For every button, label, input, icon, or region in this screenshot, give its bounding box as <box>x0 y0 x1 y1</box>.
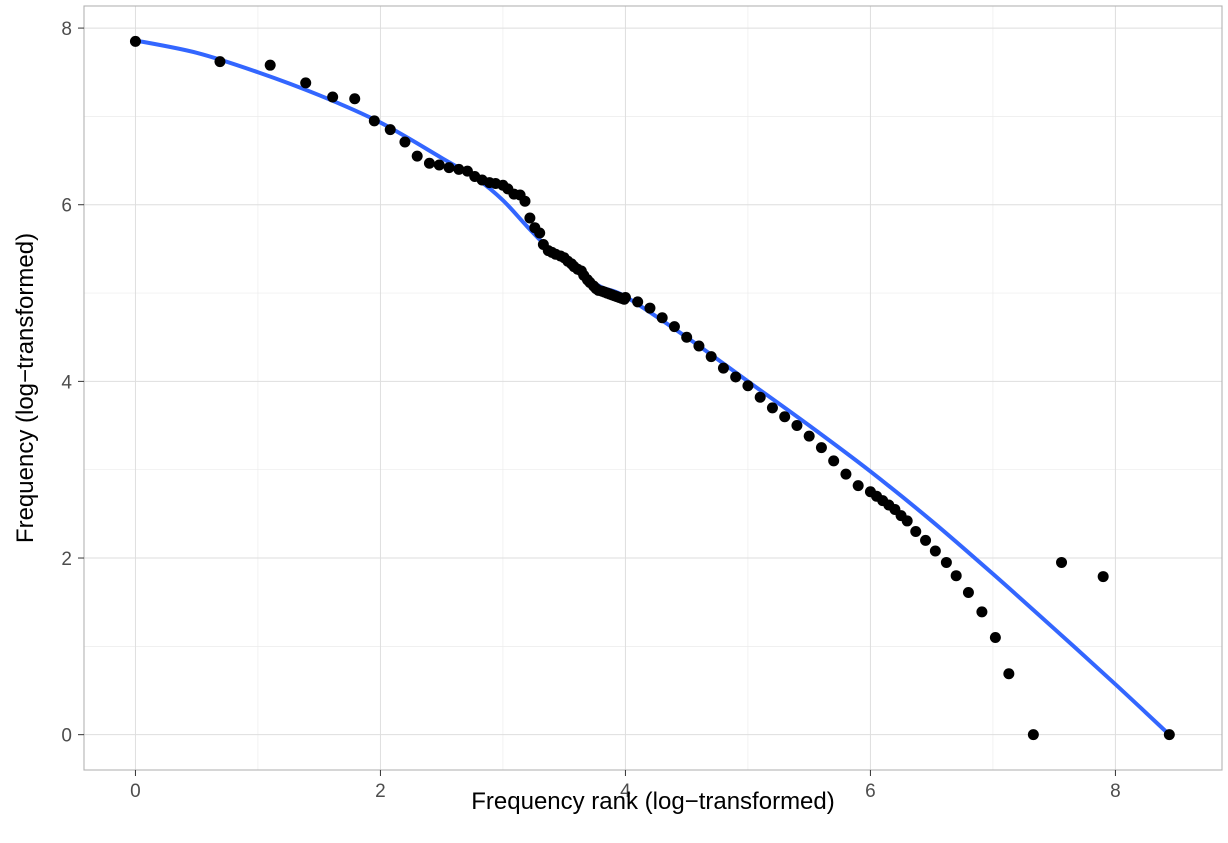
data-point <box>779 411 791 423</box>
data-point <box>214 56 226 68</box>
data-point <box>976 606 988 618</box>
data-point <box>730 371 742 383</box>
data-point <box>300 77 312 89</box>
points-layer <box>129 35 1175 741</box>
data-point <box>1003 668 1015 680</box>
data-point <box>1163 729 1175 741</box>
data-point <box>656 312 668 324</box>
data-point <box>754 391 766 403</box>
x-axis: 0 2 4 6 8 <box>130 770 1121 802</box>
data-point <box>524 212 536 224</box>
data-point <box>766 402 778 414</box>
data-point <box>619 291 631 303</box>
data-point <box>327 91 339 103</box>
plot-panel-border <box>83 5 1223 771</box>
data-point <box>910 526 922 538</box>
data-point <box>668 321 680 333</box>
x-tick-label: 2 <box>375 781 386 802</box>
data-point <box>920 534 932 546</box>
y-tick-label: 0 <box>61 726 72 747</box>
data-point <box>519 195 531 207</box>
y-axis: 0 2 4 6 8 <box>61 19 84 747</box>
data-point <box>1097 571 1109 583</box>
grid-layer <box>84 6 1222 770</box>
data-point <box>534 227 546 239</box>
data-point <box>693 340 705 352</box>
y-tick-label: 4 <box>61 372 72 393</box>
data-point <box>840 468 852 480</box>
data-point <box>828 455 840 467</box>
data-point <box>815 442 827 454</box>
data-point <box>742 380 754 392</box>
data-point <box>940 556 952 568</box>
y-tick-label: 8 <box>61 19 72 40</box>
y-tick-label: 2 <box>61 549 72 570</box>
data-point <box>962 586 974 598</box>
data-point <box>384 124 396 136</box>
data-point <box>705 351 717 363</box>
x-tick-label: 0 <box>130 781 141 802</box>
data-point <box>852 480 864 492</box>
data-point <box>901 515 913 527</box>
data-point <box>411 150 423 162</box>
data-point <box>717 362 729 374</box>
data-point <box>950 570 962 582</box>
y-axis-title: Frequency (log−transformed) <box>12 233 39 543</box>
data-point <box>443 162 455 174</box>
data-point <box>129 35 141 47</box>
data-point <box>264 59 276 71</box>
data-point <box>989 632 1001 644</box>
data-point <box>632 296 644 308</box>
data-point <box>399 136 411 148</box>
data-point <box>1056 556 1068 568</box>
y-tick-label: 6 <box>61 196 72 217</box>
data-point <box>349 93 361 105</box>
x-tick-label: 6 <box>865 781 876 802</box>
data-point <box>1027 729 1039 741</box>
x-axis-title: Frequency rank (log−transformed) <box>471 788 835 815</box>
data-point <box>433 159 445 171</box>
data-point <box>423 157 435 169</box>
data-point <box>681 331 693 343</box>
data-point <box>368 115 380 127</box>
x-tick-label: 8 <box>1110 781 1121 802</box>
data-point <box>453 163 465 175</box>
data-point <box>791 420 803 432</box>
x-tick-label: 4 <box>620 781 631 802</box>
data-point <box>644 302 656 314</box>
smooth-trend-line <box>133 38 1172 737</box>
data-point <box>929 545 941 557</box>
smooth-line-layer <box>133 38 1172 737</box>
data-point <box>803 430 815 442</box>
